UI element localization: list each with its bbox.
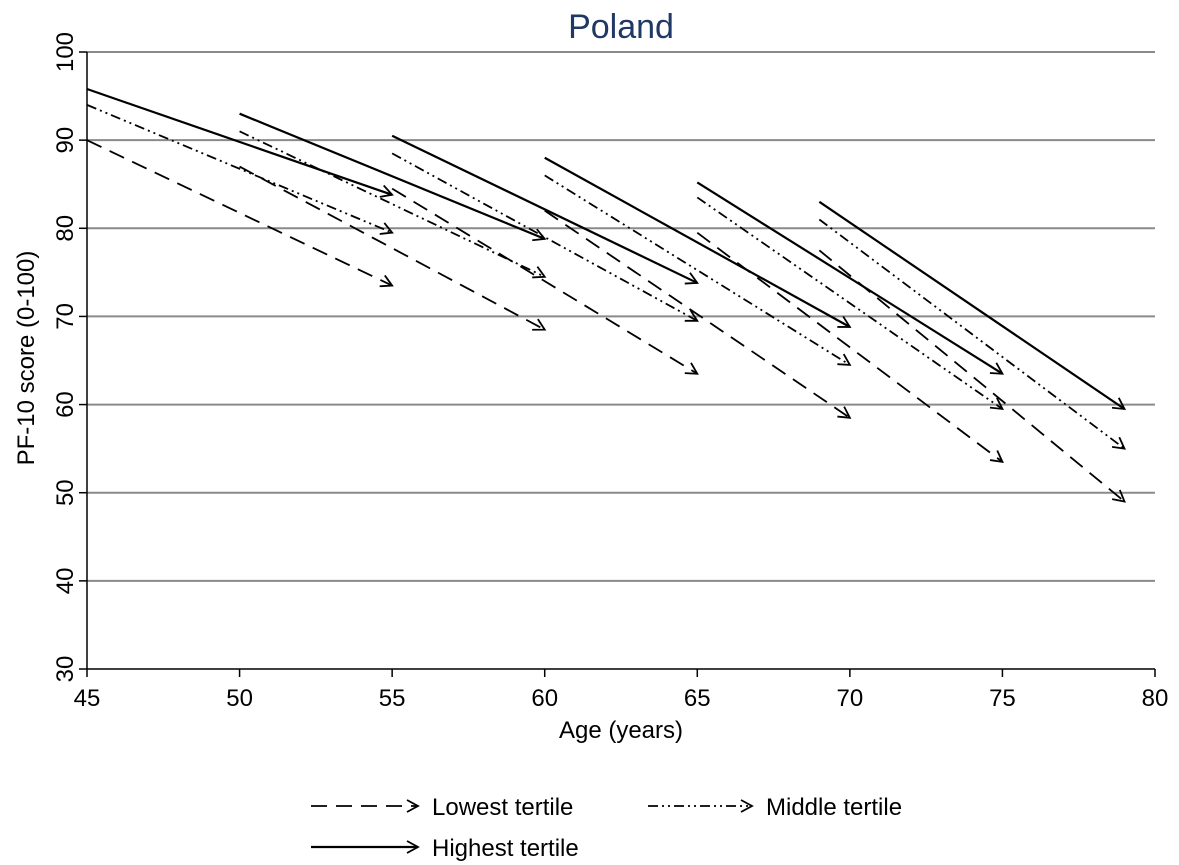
y-tick-label: 90 xyxy=(52,127,79,154)
series-3-arrow-4 xyxy=(544,156,852,328)
y-tick-label: 60 xyxy=(52,391,79,418)
series-1-arrow-1 xyxy=(86,139,394,288)
y-tick-label: 40 xyxy=(52,568,79,595)
y-tick-label: 50 xyxy=(52,479,79,506)
y-tick-label: 70 xyxy=(52,303,79,330)
series-2-arrow-1 xyxy=(86,104,394,235)
x-tick-label: 60 xyxy=(531,685,558,712)
series-3-arrow-1 xyxy=(86,87,394,198)
series-3-arrow-2 xyxy=(239,112,547,242)
chart-title: Poland xyxy=(568,8,674,46)
y-axis-label: PF-10 score (0-100) xyxy=(13,251,40,466)
gridlines xyxy=(87,51,1155,582)
series-2-arrow-4 xyxy=(544,174,852,366)
axes: 30 40 50 60 70 80 90 100 45 50 55 60 65 70 75 80 xyxy=(52,32,1168,712)
series-2-arrow-3 xyxy=(391,152,699,322)
y-tick-label: 100 xyxy=(52,32,79,72)
legend-label-3: Highest tertile xyxy=(432,835,579,862)
series-1-arrow-6 xyxy=(818,249,1126,503)
x-tick-label: 50 xyxy=(226,685,253,712)
x-tick-label: 70 xyxy=(837,685,864,712)
y-tick-label: 80 xyxy=(52,215,79,242)
x-tick-label: 65 xyxy=(684,685,711,712)
x-tick-label: 80 xyxy=(1142,685,1169,712)
legend-label-2: Middle tertile xyxy=(766,794,902,821)
x-axis-label: Age (years) xyxy=(559,717,683,744)
series-2-arrow-6 xyxy=(818,218,1126,450)
series-2-arrow-2 xyxy=(239,130,547,279)
x-tick-label: 55 xyxy=(379,685,406,712)
series-2-arrow-5 xyxy=(696,196,1004,411)
series-3-arrow-3 xyxy=(391,134,699,285)
series-3-arrow-6 xyxy=(818,200,1127,411)
legend: Lowest tertile Middle tertile Highest tert… xyxy=(311,794,902,862)
series-1-arrow-3 xyxy=(391,187,699,375)
series-3-arrow-5 xyxy=(696,181,1005,375)
x-tick-label: 75 xyxy=(989,685,1016,712)
x-tick-label: 45 xyxy=(74,685,101,712)
series-1-arrow-2 xyxy=(239,165,547,331)
legend-label-1: Lowest tertile xyxy=(432,794,573,821)
series-arrows xyxy=(86,87,1127,503)
y-tick-label: 30 xyxy=(52,656,79,683)
